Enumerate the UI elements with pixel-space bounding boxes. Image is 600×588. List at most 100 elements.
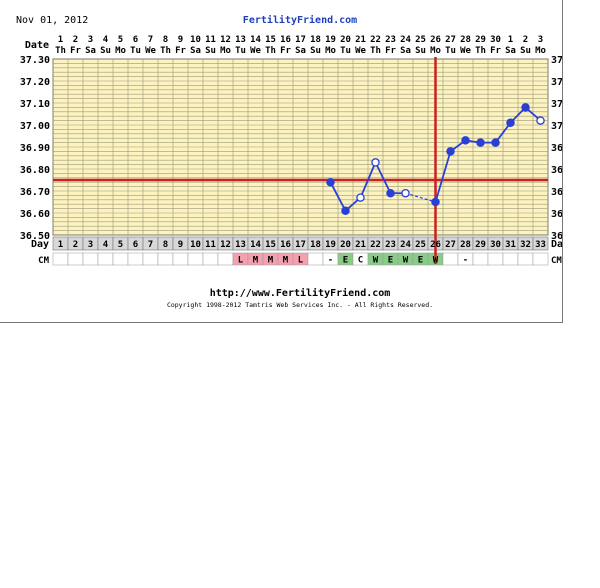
date-tick-label: 9: [178, 35, 183, 45]
cm-label: W: [373, 256, 379, 266]
temperature-point: [461, 136, 470, 145]
temperature-point: [476, 138, 485, 147]
date-tick-label: 17: [295, 35, 306, 45]
cycle-day-label: 12: [220, 240, 231, 250]
y-tick-label-left: 36.70: [20, 187, 50, 198]
y-tick-label-left: 37.30: [20, 55, 50, 66]
weekday-tick-label: Su: [520, 46, 531, 56]
temperature-point: [506, 118, 515, 128]
weekday-tick-label: We: [250, 46, 261, 56]
cycle-day-label: 21: [355, 240, 366, 250]
y-tick-label-right: 36.50: [551, 231, 562, 242]
cycle-day-label: 25: [415, 240, 426, 250]
weekday-tick-label: Tu: [445, 46, 456, 56]
y-tick-label-left: 36.60: [20, 209, 50, 220]
cycle-day-label: 22: [370, 240, 381, 250]
y-tick-label-right: 37.20: [551, 77, 562, 88]
cycle-day-label: 3: [88, 240, 93, 250]
cycle-day-label: 32: [520, 240, 531, 250]
cm-cell: [127, 252, 144, 266]
weekday-tick-label: Mo: [430, 46, 441, 56]
date-tick-label: 18: [310, 35, 321, 45]
weekday-tick-label: Tu: [235, 46, 246, 56]
date-tick-label: 10: [190, 35, 201, 45]
cm-cell: [172, 252, 189, 266]
cm-label: L: [298, 256, 304, 266]
weekday-tick-label: We: [460, 46, 471, 56]
weekday-tick-label: Th: [265, 46, 276, 56]
site-title[interactable]: FertilityFriend.com: [243, 14, 357, 26]
cm-cell: [157, 252, 174, 266]
cycle-day-label: 4: [103, 240, 109, 250]
cm-cell: [307, 252, 324, 266]
footer-url[interactable]: http://www.FertilityFriend.com: [210, 287, 391, 299]
cm-label: -: [463, 256, 468, 266]
cm-label: E: [388, 256, 393, 266]
weekday-tick-label: Su: [310, 46, 321, 56]
cm-label: -: [328, 256, 333, 266]
weekday-tick-label: Th: [475, 46, 486, 56]
cm-row-label-right: CM: [551, 256, 562, 266]
cycle-day-label: 27: [445, 240, 456, 250]
weekday-tick-label: Sa: [85, 46, 96, 56]
cm-label: M: [253, 256, 259, 266]
temperature-point: [326, 177, 335, 187]
date-tick-label: 6: [133, 35, 138, 45]
cycle-day-label: 33: [535, 240, 546, 250]
date-tick-label: 25: [415, 35, 426, 45]
weekday-tick-label: Su: [205, 46, 216, 56]
y-tick-label-right: 36.80: [551, 165, 562, 176]
temperature-series: [326, 103, 545, 216]
cycle-day-label: 10: [190, 240, 201, 250]
weekday-tick-label: Fr: [280, 46, 291, 56]
cm-cell: [67, 252, 84, 266]
fertility-chart: 36.50 36.50 36.60 36.60 36.70 36.70 36.80 36.80…: [16, 14, 562, 309]
y-tick-label-right: 36.60: [551, 209, 562, 220]
date-tick-label: 13: [235, 35, 246, 45]
weekday-tick-label: Sa: [505, 46, 516, 56]
date-tick-label: 15: [265, 35, 276, 45]
cm-cell: [112, 252, 129, 266]
date-tick-label: 11: [205, 35, 216, 45]
cycle-day-label: 1: [58, 240, 63, 250]
y-tick-label-right: 36.70: [551, 187, 562, 198]
weekday-tick-label: Th: [55, 46, 66, 56]
cm-cell: [97, 252, 114, 266]
temperature-point: [401, 188, 410, 198]
day-rows: [52, 236, 549, 266]
cm-cell: [502, 252, 519, 266]
date-tick-label: 2: [523, 35, 528, 45]
cycle-day-label: 17: [295, 240, 306, 250]
cycle-day-label: 19: [325, 240, 336, 250]
cm-cell: [472, 252, 489, 266]
y-tick-label-right: 37.00: [551, 121, 562, 132]
cycle-day-label: 24: [400, 240, 411, 250]
cycle-day-label: 26: [430, 240, 441, 250]
cm-cell: [487, 252, 504, 266]
date-tick-label: 27: [445, 35, 456, 45]
cm-label: L: [238, 256, 244, 266]
footer-copyright: Copyright 1998-2012 Tamtris Web Services…: [167, 301, 433, 309]
reference-lines: [53, 57, 548, 264]
date-tick-label: 24: [400, 35, 411, 45]
temperature-point: [446, 147, 455, 156]
date-tick-label: 14: [250, 35, 261, 45]
cycle-day-label: 20: [340, 240, 351, 250]
axis-labels: 36.50 36.50 36.60 36.60 36.70 36.70 36.80 36.80…: [20, 35, 562, 266]
cycle-day-label: 15: [265, 240, 276, 250]
weekday-tick-label: Mo: [115, 46, 126, 56]
y-tick-label-left: 36.50: [20, 231, 50, 242]
weekday-tick-label: Fr: [70, 46, 81, 56]
cm-cell: [52, 252, 69, 266]
weekday-tick-label: Sa: [295, 46, 306, 56]
weekday-tick-label: Fr: [490, 46, 501, 56]
y-tick-label-left: 37.10: [20, 99, 50, 110]
cycle-day-label: 9: [178, 240, 183, 250]
cm-label: W: [403, 256, 409, 266]
grid: [52, 58, 549, 236]
cycle-day-label: 6: [133, 240, 138, 250]
temperature-point: [491, 138, 500, 147]
cycle-day-label: 16: [280, 240, 291, 250]
cycle-day-label: 8: [163, 240, 168, 250]
date-tick-label: 1: [58, 35, 63, 45]
